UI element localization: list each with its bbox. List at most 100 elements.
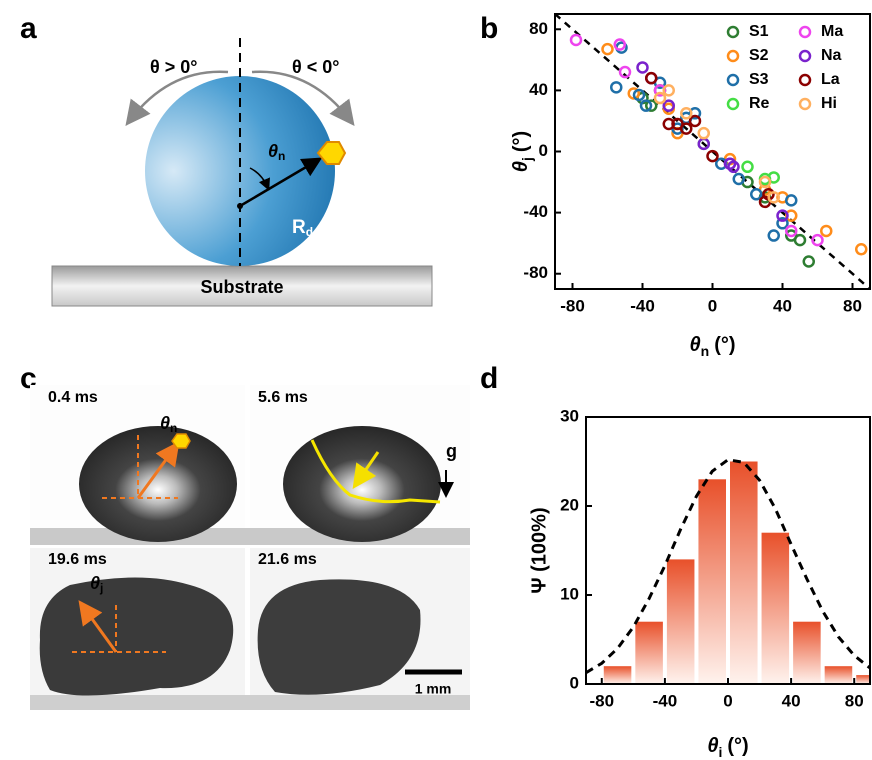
x-tick-label: -40 (630, 296, 655, 315)
point (662, 84, 675, 97)
point (653, 91, 667, 105)
point (732, 172, 745, 186)
y-tick-label: 80 (529, 19, 548, 38)
legend-marker (798, 97, 812, 111)
angle-arc (249, 167, 270, 191)
point (802, 255, 815, 268)
bar (730, 461, 758, 684)
symbol: θ (689, 334, 700, 356)
axis-label: θn (°) (689, 334, 735, 358)
subscript: n (278, 149, 285, 163)
subscript: n (170, 421, 177, 435)
point (785, 194, 798, 207)
rotation-arrow (125, 70, 229, 126)
point (639, 99, 653, 112)
substrate-label: Substrate (200, 277, 283, 297)
point (601, 42, 614, 56)
radius-label: Rd (292, 217, 313, 239)
point (741, 160, 754, 174)
center-dot (237, 203, 243, 209)
chart: d -80 -40 0 40 80 0 10 20 30 θi (°) Ψ (100%) (480, 362, 871, 760)
contour-arrow (352, 451, 380, 489)
point (811, 233, 824, 247)
point (569, 33, 583, 47)
bar (603, 666, 632, 684)
panel-c: c θn g θj 0.4 ms 5.6 ms 19.6 ms 21.6 ms … (20, 362, 470, 710)
point (706, 149, 719, 163)
y-tick-label: 20 (560, 495, 579, 514)
droplet (257, 579, 421, 695)
arrow-label: θ < 0° (292, 57, 339, 77)
symbol: θ (90, 573, 100, 593)
time-label: 19.6 ms (48, 551, 107, 568)
rotation-arrow (251, 70, 355, 126)
point (645, 99, 658, 112)
point (632, 88, 646, 102)
charts: b S1 S2 S3 Re Ma Na La Hi -80 -40 0 40 80 -80 -40 0 40 80 θ… (480, 12, 871, 760)
bar (666, 559, 695, 684)
legend-label: Ma (821, 23, 843, 40)
point (855, 243, 868, 256)
legend-marker (798, 73, 812, 87)
bar (761, 532, 790, 684)
panel-a: a Substrate θ > 0° θ < 0° θn Rd (20, 12, 433, 307)
unit: (°) (727, 735, 748, 757)
symbol: θ (268, 141, 278, 161)
time-label: 21.6 ms (258, 551, 317, 568)
unit: (°) (510, 131, 532, 152)
panel-label: d (480, 362, 498, 395)
axis-label: Ψ (100%) (528, 507, 550, 593)
angle-label: θn (268, 141, 285, 163)
symbol: θ (510, 161, 532, 172)
unit: (°) (714, 334, 735, 356)
time-label: 5.6 ms (258, 389, 308, 406)
legend-label: Hi (821, 95, 837, 112)
point (776, 209, 789, 222)
axis-label: θi (°) (707, 735, 748, 759)
axis-label: θj (°) (510, 131, 534, 172)
substrate (51, 265, 433, 307)
bar (698, 479, 726, 684)
droplet (39, 577, 234, 696)
point (636, 61, 649, 74)
legend-label: Re (749, 95, 770, 112)
legend-marker (726, 25, 740, 39)
legend-label: S1 (749, 23, 769, 40)
subscript: j (519, 157, 535, 162)
point (793, 233, 807, 247)
fit-curve (586, 458, 870, 674)
droplet (79, 426, 237, 542)
angle-label: θj (90, 573, 103, 595)
point (785, 224, 798, 238)
y-tick-label: -40 (523, 202, 548, 221)
y-tick-label: 10 (560, 584, 579, 603)
symbol: R (292, 217, 306, 238)
droplet (283, 426, 441, 542)
chart: b S1 S2 S3 Re Ma Na La Hi -80 -40 0 40 80 -80 -40 0 40 80 θ… (480, 12, 871, 359)
bar (635, 621, 663, 684)
gravity-label: g (446, 441, 457, 461)
point (727, 160, 740, 174)
legend-marker (726, 97, 740, 111)
point (618, 65, 632, 79)
point (767, 229, 780, 242)
point (750, 188, 763, 201)
point (645, 71, 658, 85)
point (767, 191, 780, 204)
legend-label: La (821, 71, 840, 88)
y-tick-label: -80 (523, 263, 548, 282)
point (627, 87, 640, 100)
radius-arrow (239, 157, 323, 208)
point (776, 217, 789, 230)
x-tick-label: 40 (782, 691, 801, 710)
legend-marker (798, 49, 812, 63)
legend-label: Na (821, 47, 842, 64)
point (610, 81, 623, 94)
x-tick-label: -40 (653, 691, 678, 710)
point (758, 175, 772, 189)
x-tick-label: 80 (845, 691, 864, 710)
legend-label: S3 (749, 71, 769, 88)
time-label: 0.4 ms (48, 389, 98, 406)
y-tick-label: 40 (529, 80, 548, 99)
bar (824, 666, 853, 684)
